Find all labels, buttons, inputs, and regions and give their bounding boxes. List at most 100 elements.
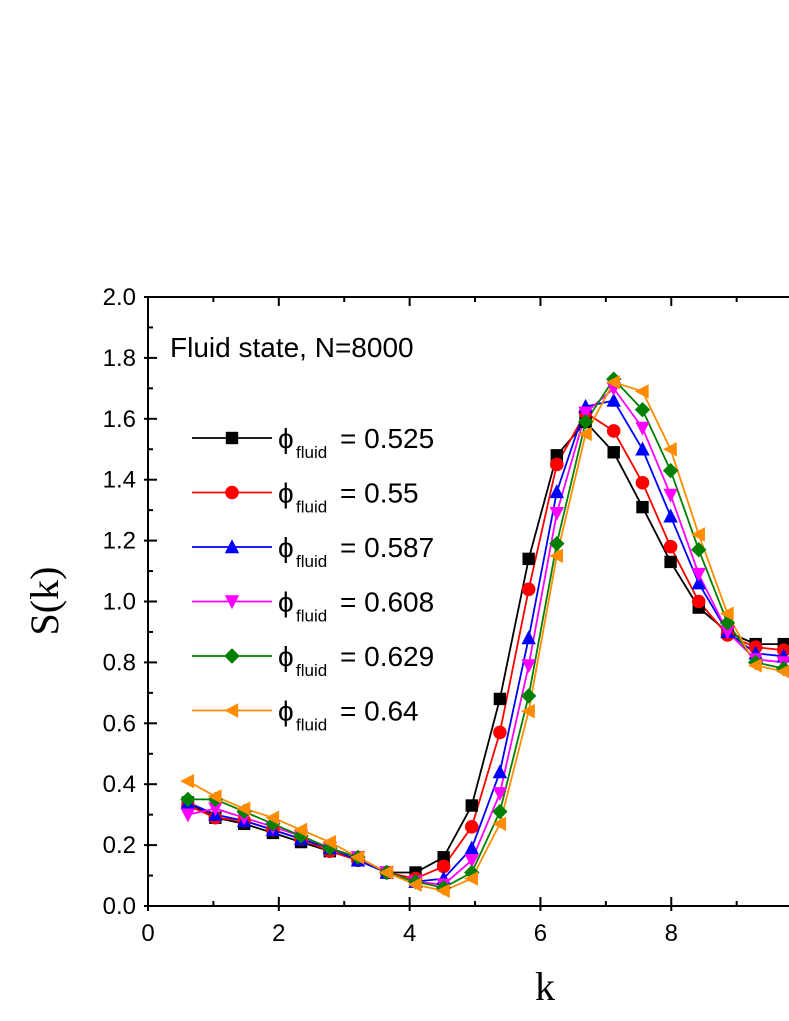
- x-tick-label-4: 8: [665, 920, 678, 947]
- series-3-point-18: [691, 567, 706, 582]
- x-tick-label-2: 4: [403, 920, 416, 947]
- legend-label-1: = 0.55: [340, 478, 419, 509]
- legend-label-4: = 0.629: [340, 641, 434, 672]
- series-4-point-18: [691, 542, 707, 558]
- series-2-point-10: [464, 840, 479, 855]
- series-5-point-16: [634, 384, 649, 399]
- legend-marker-2: [224, 539, 240, 554]
- legend-label-2: = 0.587: [340, 532, 434, 563]
- legend-subscript-4: fluid: [296, 661, 327, 680]
- series-3-point-0: [180, 808, 196, 823]
- y-tick-label-5: 1.0: [103, 589, 136, 616]
- series-5-point-0: [180, 773, 195, 789]
- legend-marker-5: [224, 703, 239, 718]
- series-2-point-18: [691, 575, 706, 590]
- y-tick-label-3: 0.6: [103, 710, 136, 737]
- y-tick-label-8: 1.6: [103, 406, 136, 433]
- y-tick-label-7: 1.4: [103, 467, 136, 494]
- series-5-point-20: [747, 658, 762, 673]
- series-4-point-13: [549, 535, 565, 552]
- series-5-point-3: [265, 810, 280, 825]
- legend-subscript-5: fluid: [296, 716, 327, 735]
- y-tick-label-4: 0.8: [103, 649, 136, 676]
- series-5-point-21: [776, 664, 789, 679]
- legend-symbol-0: ϕ: [278, 423, 294, 454]
- series-2-point-11: [492, 764, 508, 779]
- series-5-point-7: [379, 865, 393, 880]
- x-axis-title: k: [535, 964, 555, 1009]
- series-4-point-4: [293, 828, 309, 844]
- series-0-point-17: [664, 555, 677, 569]
- series-4-point-0: [180, 791, 196, 808]
- series-5-point-5: [322, 834, 337, 850]
- y-tick-label-0: 0.0: [103, 893, 136, 920]
- series-1-point-12: [521, 582, 536, 597]
- legend-symbol-5: ϕ: [278, 696, 294, 727]
- series-4-point-11: [492, 803, 508, 820]
- legend-label-5: = 0.64: [340, 696, 419, 727]
- legend-symbol-2: ϕ: [278, 532, 294, 563]
- legend-marker-1: [225, 485, 239, 500]
- axes: [144, 296, 789, 911]
- series-0-point-11: [493, 692, 507, 706]
- series-5-point-4: [293, 822, 308, 838]
- series-0-point-15: [607, 446, 620, 459]
- series-1-point-15: [606, 424, 621, 438]
- legend-label-0: = 0.525: [340, 423, 434, 454]
- legend-label-3: = 0.608: [340, 587, 434, 618]
- y-tick-label-9: 1.8: [103, 345, 136, 372]
- legend-symbol-3: ϕ: [278, 587, 294, 618]
- y-axis-title: S(k): [22, 567, 67, 636]
- series-1-point-13: [550, 457, 564, 472]
- series-3-point-16: [635, 421, 650, 436]
- series-1-point-16: [635, 475, 650, 490]
- series-line-0: [187, 420, 784, 874]
- series-5-point-8: [407, 877, 422, 892]
- legend-marker-4: [224, 648, 240, 664]
- series-5-point-2: [236, 801, 251, 816]
- series-2-point-13: [549, 484, 565, 499]
- y-tick-label-6: 1.2: [103, 528, 136, 555]
- legend-symbol-4: ϕ: [278, 641, 294, 672]
- series-5-point-11: [492, 816, 507, 831]
- series-5-point-6: [350, 850, 365, 865]
- series-4-point-5: [322, 840, 338, 856]
- series-0-point-16: [636, 500, 649, 514]
- legend-subscript-3: fluid: [296, 607, 327, 626]
- series-5-point-9: [435, 883, 450, 898]
- series-3-point-13: [549, 506, 565, 521]
- series-5-point-13: [549, 548, 564, 564]
- y-tick-label-2: 0.4: [103, 771, 136, 798]
- series-2-point-15: [606, 392, 621, 407]
- series-3-point-17: [663, 488, 678, 503]
- y-tick-label-10: 2.0: [103, 284, 136, 311]
- series-4-point-17: [662, 462, 679, 479]
- series-3-point-1: [208, 802, 223, 817]
- series-5-point-17: [662, 442, 677, 457]
- legend-symbol-1: ϕ: [278, 478, 294, 509]
- series-3-point-14: [578, 406, 593, 421]
- series-5-point-14: [577, 426, 592, 442]
- series-4-point-19: [719, 615, 736, 631]
- series-4-point-12: [520, 688, 537, 704]
- legend-subscript-2: fluid: [296, 552, 327, 571]
- series-3-point-19: [720, 625, 735, 640]
- series-line-5: [187, 381, 784, 892]
- tick-labels: 0.0 0.2 0.4 0.6 0.8 1.0 1.2 1.4 1.6 1.8 2.0 0 2 4 6 8: [103, 284, 678, 947]
- legend-subscript-0: fluid: [296, 443, 327, 462]
- series-lines: [187, 377, 784, 892]
- series-2-point-12: [521, 630, 536, 645]
- series-5-point-15: [606, 375, 620, 390]
- series-0-point-10: [465, 799, 478, 812]
- series-4-point-16: [634, 401, 651, 418]
- series-0-point-12: [522, 552, 535, 566]
- series-4-point-14: [577, 414, 594, 430]
- series-1-point-17: [663, 539, 678, 554]
- series-2-point-16: [635, 441, 650, 456]
- x-tick-label-3: 6: [534, 920, 547, 947]
- series-2-point-17: [663, 508, 678, 523]
- series-1-point-10: [464, 820, 479, 834]
- legend-marker-0: [225, 431, 239, 445]
